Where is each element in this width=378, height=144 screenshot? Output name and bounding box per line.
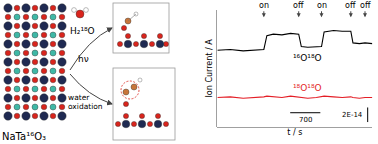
svg-text:oxidation: oxidation: [68, 102, 103, 111]
svg-text:700: 700: [299, 116, 312, 124]
svg-text:on: on: [259, 1, 269, 10]
svg-text:2E-14: 2E-14: [342, 111, 363, 119]
svg-text:H₂¹⁸O: H₂¹⁸O: [70, 26, 95, 36]
svg-text:off: off: [345, 1, 356, 10]
svg-text:¹⁶O¹⁸O: ¹⁶O¹⁸O: [293, 53, 322, 63]
svg-text:off: off: [293, 1, 304, 10]
svg-text:off: off: [360, 1, 371, 10]
svg-text:Ion Current / A: Ion Current / A: [205, 39, 214, 98]
svg-text:t / s: t / s: [287, 128, 302, 137]
svg-text:NaTa¹⁶O₃: NaTa¹⁶O₃: [2, 131, 46, 142]
svg-text:water: water: [68, 93, 90, 102]
svg-text:on: on: [317, 1, 327, 10]
svg-text:hν: hν: [78, 54, 89, 64]
svg-text:¹⁸O¹⁸O: ¹⁸O¹⁸O: [293, 83, 322, 93]
